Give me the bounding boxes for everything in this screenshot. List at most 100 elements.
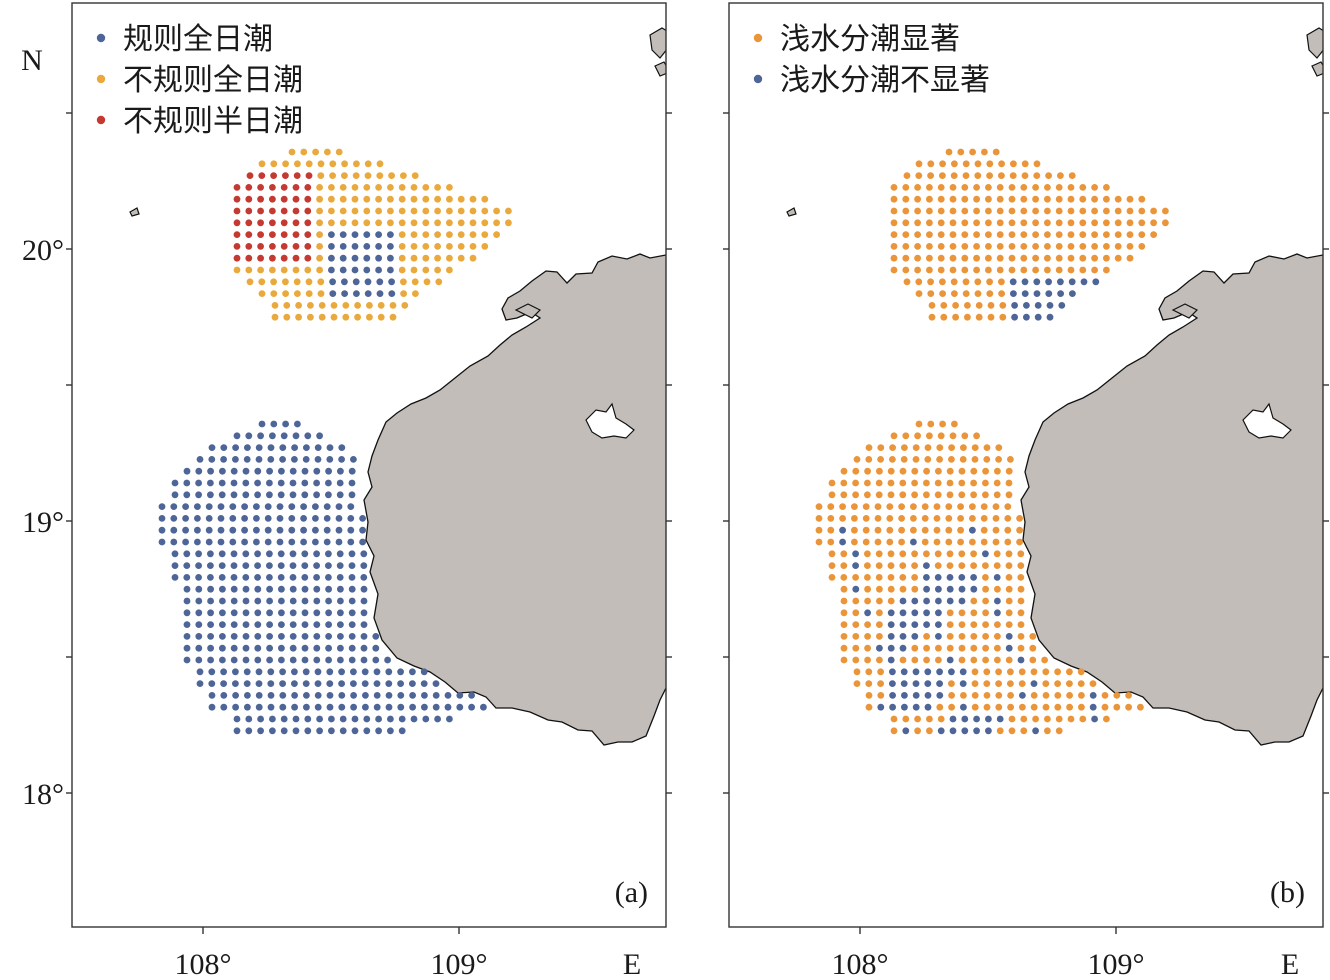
tide-station-point: [337, 585, 344, 593]
tide-station-point: [1044, 254, 1051, 262]
tide-station-point: [207, 621, 215, 628]
tide-station-point: [245, 184, 253, 191]
tide-station-point: [1103, 207, 1110, 215]
tide-station-point: [269, 254, 276, 262]
tide-station-point: [254, 550, 261, 558]
tide-station-point: [923, 562, 930, 569]
tide-station-point: [946, 491, 954, 499]
tide-station-point: [341, 278, 348, 286]
tide-station-point: [1020, 727, 1028, 735]
tide-station-point: [360, 621, 368, 628]
tide-station-point: [291, 444, 298, 451]
tide-station-point: [435, 278, 443, 286]
tide-station-point: [875, 550, 883, 558]
tide-station-point: [389, 313, 397, 321]
tide-station-point: [994, 467, 1001, 475]
tide-station-point: [182, 526, 190, 534]
tide-station-point: [1055, 207, 1063, 215]
tide-station-point: [218, 550, 226, 558]
tide-station-point: [244, 692, 251, 699]
tide-station-point: [923, 550, 930, 558]
tide-station-point: [974, 172, 982, 180]
tide-station-point: [271, 302, 279, 309]
tide-station-point: [840, 633, 848, 640]
tide-station-point: [301, 644, 309, 652]
tide-station-point: [398, 184, 406, 191]
tide-station-point: [911, 467, 919, 475]
tide-station-point: [289, 585, 297, 593]
tide-station-point: [951, 290, 958, 297]
tide-station-point: [992, 515, 1000, 522]
tide-station-point: [217, 526, 225, 534]
tide-station-point: [1055, 254, 1063, 262]
tide-station-point: [207, 467, 215, 475]
tide-station-point: [420, 668, 428, 676]
tide-station-point: [840, 491, 848, 499]
tide-station-point: [1046, 313, 1054, 321]
tide-station-point: [363, 195, 371, 203]
tide-station-point: [1079, 254, 1087, 262]
tide-station-point: [267, 444, 275, 451]
tide-station-point: [1020, 243, 1028, 250]
tide-station-point: [887, 644, 895, 652]
tide-station-point: [926, 727, 933, 735]
tide-station-point: [291, 692, 298, 699]
tide-station-point: [1010, 160, 1017, 168]
tide-station-point: [505, 219, 512, 227]
tide-station-point: [388, 278, 395, 286]
tide-station-point: [1055, 231, 1063, 239]
tide-station-point: [864, 656, 871, 664]
tide-station-point: [937, 231, 945, 239]
tide-station-point: [890, 195, 898, 203]
tide-station-point: [1079, 266, 1087, 274]
tide-station-point: [372, 644, 380, 652]
tide-station-point: [1029, 644, 1037, 652]
tide-station-point: [229, 526, 237, 534]
tide-station-point: [375, 715, 382, 723]
tide-station-point: [289, 550, 297, 558]
tide-station-point: [341, 172, 348, 180]
tide-station-point: [1033, 278, 1041, 286]
tide-station-point: [312, 526, 319, 534]
tide-station-point: [387, 207, 394, 215]
tide-station-point: [375, 207, 382, 215]
tide-station-point: [314, 692, 322, 699]
tide-station-point: [950, 172, 958, 180]
tide-station-point: [276, 503, 284, 510]
tide-station-point: [328, 254, 335, 262]
tide-station-point: [914, 266, 921, 274]
tide-station-point: [421, 703, 428, 711]
tide-station-point: [325, 585, 332, 593]
tide-station-point: [241, 503, 249, 510]
tide-station-point: [280, 184, 288, 191]
tide-station-point: [283, 302, 291, 309]
tide-station-point: [1004, 503, 1012, 510]
tide-station-point: [376, 290, 384, 297]
tide-station-point: [973, 432, 980, 440]
tide-station-point: [940, 313, 948, 321]
tide-station-point: [1092, 278, 1100, 286]
tide-station-point: [946, 609, 954, 617]
tide-station-point: [946, 467, 954, 475]
tide-station-point: [915, 160, 923, 168]
tide-station-point: [360, 585, 368, 593]
tide-station-point: [1030, 703, 1038, 711]
tide-station-point: [277, 574, 285, 581]
tide-station-point: [827, 503, 835, 510]
tide-station-point: [244, 703, 251, 711]
tide-station-point: [889, 680, 896, 687]
tide-station-point: [1008, 243, 1016, 250]
tide-station-point: [1103, 219, 1110, 227]
tide-station-point: [982, 467, 989, 475]
tide-station-point: [999, 302, 1007, 309]
tide-station-point: [420, 680, 428, 687]
tide-station-point: [289, 467, 297, 475]
tide-station-point: [245, 727, 253, 735]
tide-station-point: [1079, 219, 1087, 227]
tide-station-point: [902, 254, 910, 262]
tide-station-point: [889, 692, 896, 699]
tide-station-point: [1068, 172, 1076, 180]
tide-station-point: [313, 467, 321, 475]
tide-station-point: [230, 609, 238, 617]
